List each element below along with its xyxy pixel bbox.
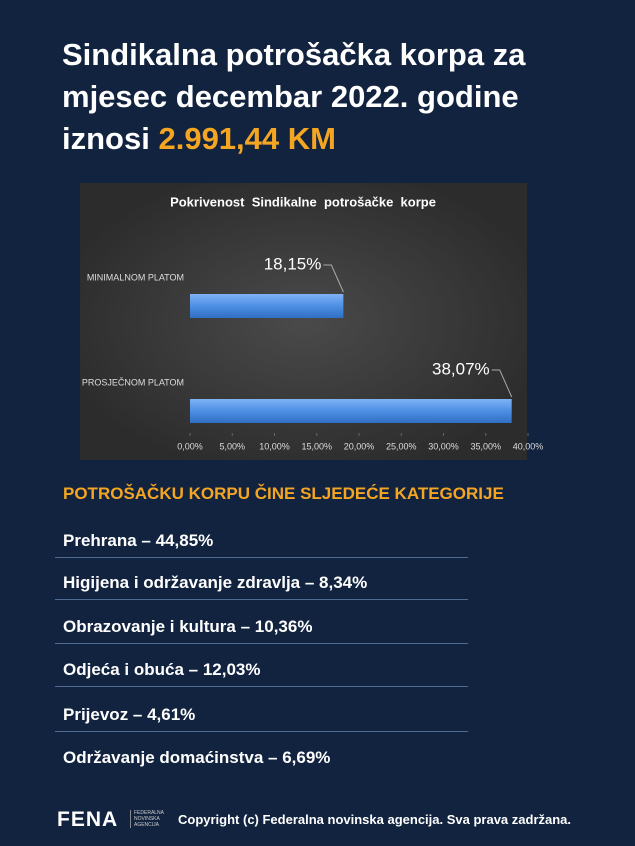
title-text: Sindikalna potrošačka korpa za mjesec de… (62, 37, 526, 156)
logo: FENA (57, 808, 119, 831)
x-tick-label: 20,00% (344, 441, 375, 451)
separator (55, 599, 468, 600)
copyright: Copyright (c) Federalna novinska agencij… (178, 812, 572, 827)
category-item: Odjeća i obuća – 12,03% (63, 660, 261, 679)
x-tick-label: 15,00% (301, 441, 332, 451)
separator (55, 731, 468, 732)
x-tick-label: 40,00% (513, 441, 544, 451)
x-tick-label: 25,00% (386, 441, 417, 451)
x-tick-label: 35,00% (470, 441, 501, 451)
title-highlight: 2.991,44 KM (158, 121, 336, 156)
x-tick-label: 30,00% (428, 441, 459, 451)
category-item: Prehrana – 44,85% (63, 531, 214, 550)
leader-line (323, 264, 344, 293)
category-label: PROSJEČNOM PLATOM (82, 377, 184, 387)
chart-title: Pokrivenost Sindikalne potrošačke korpe (170, 194, 436, 209)
logo-line: AGENCIJA (134, 822, 160, 828)
section-heading: POTROŠAČKU KORPU ČINE SLJEDEĆE KATEGORIJ… (63, 484, 504, 503)
value-label: 18,15% (264, 254, 322, 273)
x-tick-label: 5,00% (219, 441, 245, 451)
x-tick-label: 10,00% (259, 441, 290, 451)
chart-panel: Pokrivenost Sindikalne potrošačke korpe … (80, 183, 543, 460)
x-tick-label: 0,00% (177, 441, 203, 451)
logo-line: FEDERALNA (134, 810, 165, 816)
bar (190, 399, 512, 423)
logo-subtitle: FEDERALNA NOVINSKA AGENCIJA (130, 810, 164, 828)
category-item: Prijevoz – 4,61% (63, 705, 196, 724)
title: Sindikalna potrošačka korpa za mjesec de… (62, 34, 602, 160)
category-item: Higijena i održavanje zdravlja – 8,34% (63, 573, 368, 592)
logo-line: NOVINSKA (134, 816, 160, 822)
separator (55, 643, 468, 644)
category-item: Održavanje domaćinstva – 6,69% (63, 748, 331, 767)
leader-line (491, 369, 513, 398)
chart: Pokrivenost Sindikalne potrošačke korpe … (82, 194, 543, 451)
separator (55, 557, 468, 558)
category-label: MINIMALNOM PLATOM (87, 272, 184, 282)
bar (190, 294, 344, 318)
separator (55, 686, 468, 687)
category-item: Obrazovanje i kultura – 10,36% (63, 617, 313, 636)
value-label: 38,07% (432, 359, 490, 378)
